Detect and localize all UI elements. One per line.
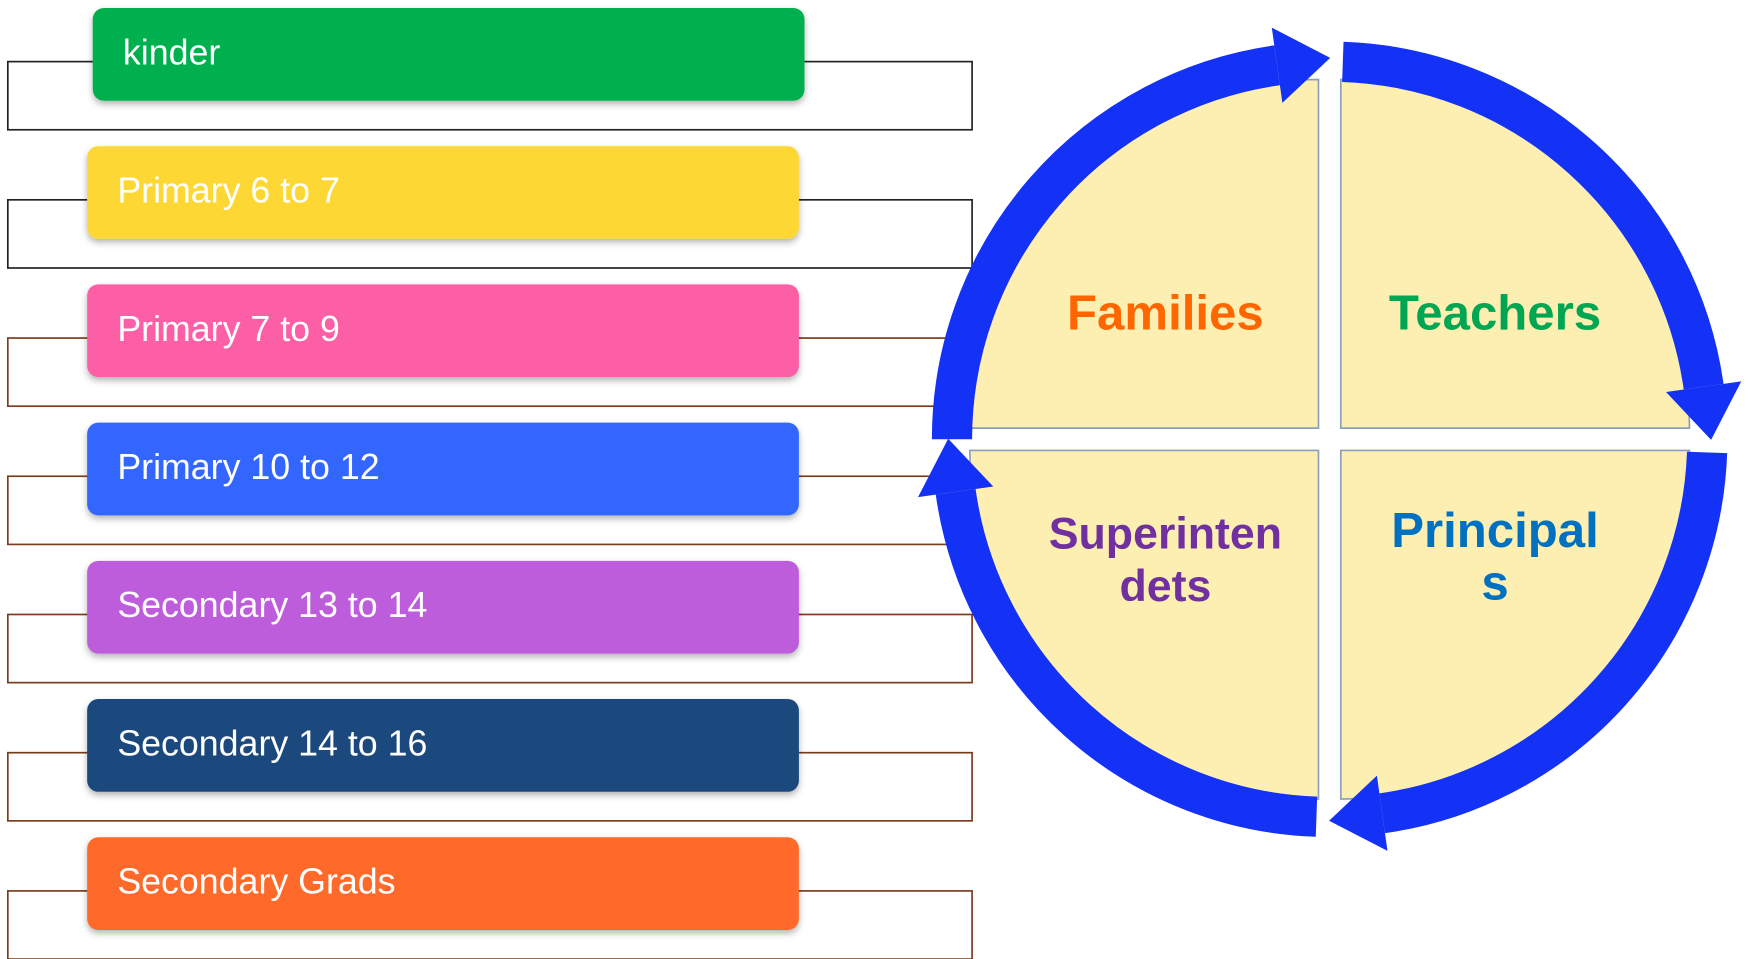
arrow-head [1271,27,1331,103]
arrow-head [1329,775,1388,851]
level-label: kinder [123,32,220,72]
cycle-label: s [1481,556,1508,611]
level-label: Primary 6 to 7 [117,171,340,211]
level-label: Secondary Grads [117,862,395,902]
cycle-label: Teachers [1389,285,1601,340]
cycle-label: Principal [1391,503,1599,558]
cycle-arrow [931,45,1280,440]
level-bar [87,699,799,792]
cycle-arrow [1379,451,1728,834]
level-bar [87,422,799,516]
level-bar [87,146,799,239]
cycle-label: dets [1119,562,1211,611]
level-bar [87,284,799,378]
level-bar [87,560,799,654]
level-bar [92,7,805,101]
level-label: Primary 10 to 12 [117,447,379,487]
cycle-arrow [935,489,1318,837]
level-label: Primary 7 to 9 [117,309,340,349]
cycle-label: Families [1067,285,1264,340]
cycle-arrow [1342,41,1724,390]
level-label: Secondary 14 to 16 [117,723,427,763]
level-label: Secondary 13 to 14 [117,585,427,625]
cycle-label: Superinten [1049,509,1282,558]
arrow-head [918,438,994,498]
arrow-head [1666,381,1742,440]
level-bar [87,837,799,931]
